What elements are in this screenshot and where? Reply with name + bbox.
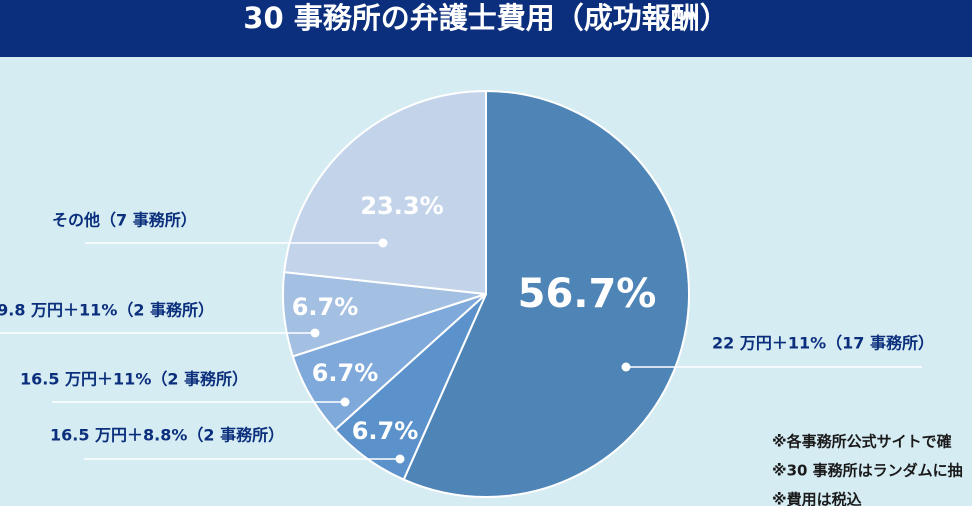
note: ※費用は税込: [772, 491, 862, 506]
leader-dot: [395, 454, 405, 464]
slice-value-label: 6.7%: [312, 359, 379, 387]
note: ※各事務所公式サイトで確: [772, 433, 952, 451]
header-band: [0, 0, 972, 57]
pie-slice: [402, 89, 690, 498]
slice-value-label: 6.7%: [352, 417, 419, 445]
leader-dot: [378, 238, 388, 248]
leader-dot: [340, 397, 350, 407]
category-label: 16.5 万円＋8.8%（2 事務所）: [50, 426, 284, 445]
leader-dot: [621, 362, 631, 372]
category-label: その他（7 事務所）: [52, 211, 197, 230]
category-label: 16.5 万円＋11%（2 事務所）: [20, 370, 248, 389]
category-label: 19.8 万円＋11%（2 事務所）: [0, 301, 214, 320]
note: ※30 事務所はランダムに抽: [772, 462, 963, 480]
leader-dot: [310, 328, 320, 338]
category-label: 22 万円＋11%（17 事務所）: [712, 334, 934, 353]
slice-value-label: 6.7%: [292, 293, 359, 321]
slice-value-label: 56.7%: [518, 271, 657, 317]
slice-value-label: 23.3%: [360, 192, 443, 220]
chart-title: 30 事務所の弁護士費用（成功報酬）: [243, 1, 728, 35]
